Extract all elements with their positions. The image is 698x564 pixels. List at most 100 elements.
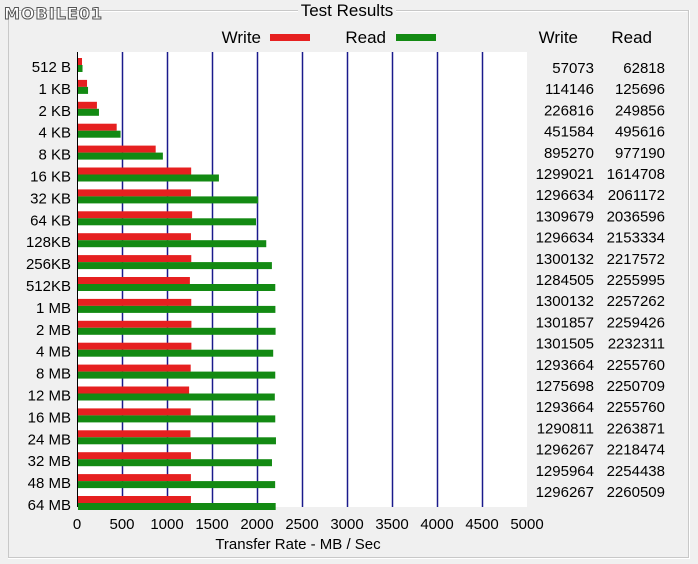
write-value: 451584 [544, 124, 594, 141]
bar-write [78, 233, 191, 241]
bar-write [78, 189, 191, 197]
bar-read [78, 174, 219, 182]
write-value: 1301857 [536, 314, 594, 331]
bar-read [78, 218, 257, 226]
x-tick-label: 4500 [465, 516, 498, 533]
category-label: 8 KB [38, 147, 71, 164]
bar-write [78, 452, 191, 460]
read-value: 2218474 [607, 442, 665, 459]
bar-read [78, 437, 276, 445]
category-label: 128KB [26, 234, 71, 251]
read-value: 2061172 [608, 187, 665, 204]
category-label: 64 KB [30, 212, 71, 229]
bar-read [78, 262, 272, 270]
category-label: 1 KB [38, 81, 71, 98]
bar-read [78, 240, 267, 248]
bar-read [78, 459, 272, 467]
bar-write [78, 255, 192, 263]
bar-read [78, 130, 121, 138]
read-value: 2250709 [607, 378, 665, 395]
write-value: 1300132 [536, 251, 594, 268]
read-value: 2255995 [607, 272, 665, 289]
category-label: 16 MB [28, 409, 71, 426]
x-tick-label: 5000 [510, 516, 543, 533]
bar-read [78, 284, 276, 291]
x-tick-label: 2000 [240, 516, 273, 533]
mobile01-logo: MOBILE01 [4, 4, 103, 24]
category-label: 1 MB [36, 300, 71, 317]
category-label: 32 KB [30, 190, 71, 207]
bars [78, 58, 276, 510]
read-column-header: Read [611, 28, 652, 47]
read-value: 977190 [615, 145, 665, 162]
write-value: 1275698 [536, 378, 594, 395]
read-value: 62818 [623, 60, 665, 77]
bar-write [78, 277, 190, 284]
value-labels: 57073 62818 114146 125696 226816 249856 451584… [536, 60, 665, 501]
x-tick-label: 3000 [330, 516, 363, 533]
x-tick-label: 1000 [150, 516, 183, 533]
write-value: 895270 [544, 145, 594, 162]
write-value: 1284505 [536, 272, 594, 289]
x-tick-label: 500 [109, 516, 134, 533]
read-value: 1614708 [607, 166, 665, 183]
write-value: 1301505 [536, 336, 594, 353]
category-label: 16 KB [30, 169, 71, 186]
write-value: 1293664 [536, 399, 594, 416]
category-label: 64 MB [28, 497, 71, 514]
category-label: 4 MB [36, 344, 71, 361]
category-labels: 512 B 1 KB 2 KB 4 KB 8 KB 16 KB 32 KB 64 KB 128K… [26, 59, 71, 514]
read-value: 2036596 [607, 208, 665, 225]
write-value: 1293664 [536, 357, 594, 374]
bar-read [78, 65, 83, 72]
write-value: 1290811 [537, 420, 594, 437]
bar-write [78, 101, 97, 109]
read-value: 2232311 [608, 336, 665, 353]
bar-write [78, 320, 192, 328]
legend-swatch-write [270, 34, 310, 41]
bar-read [78, 349, 274, 357]
read-value: 2254438 [607, 463, 665, 480]
group-box [8, 10, 690, 559]
x-tick-label: 1500 [195, 516, 228, 533]
category-label: 512KB [26, 278, 71, 295]
write-value: 1296634 [536, 187, 594, 204]
category-label: 8 MB [36, 366, 71, 383]
bar-write [78, 58, 83, 65]
read-value: 2217572 [607, 251, 665, 268]
bar-write [78, 342, 192, 350]
write-value: 1296267 [536, 442, 594, 459]
bar-write [78, 430, 191, 438]
bar-write [78, 145, 156, 153]
bar-write [78, 79, 88, 87]
bar-write [78, 364, 191, 372]
bar-write [78, 167, 192, 175]
bar-read [78, 393, 275, 401]
bar-write [78, 211, 193, 219]
write-value: 1296267 [536, 484, 594, 501]
bar-read [78, 415, 276, 423]
write-value: 226816 [544, 102, 594, 119]
x-tick-label: 3500 [375, 516, 408, 533]
logo-text: MOBILE01 [4, 4, 103, 23]
read-value: 125696 [615, 81, 665, 98]
bar-write [78, 123, 117, 131]
write-value: 1309679 [536, 208, 594, 225]
category-label: 512 B [32, 59, 71, 76]
category-label: 4 KB [38, 125, 71, 142]
legend: Write Read [222, 28, 436, 47]
bar-read [78, 86, 89, 94]
read-value: 2259426 [607, 314, 665, 331]
legend-swatch-read [396, 34, 436, 41]
category-label: 2 KB [38, 103, 71, 120]
read-value: 2153334 [607, 230, 665, 247]
category-label: 48 MB [28, 475, 71, 492]
bar-write [78, 474, 191, 482]
bar-read [78, 196, 259, 204]
legend-label-write: Write [222, 28, 261, 47]
write-value: 114146 [545, 81, 594, 98]
x-tick-label: 2500 [285, 516, 318, 533]
legend-label-read: Read [345, 28, 386, 47]
read-value: 2255760 [607, 399, 665, 416]
